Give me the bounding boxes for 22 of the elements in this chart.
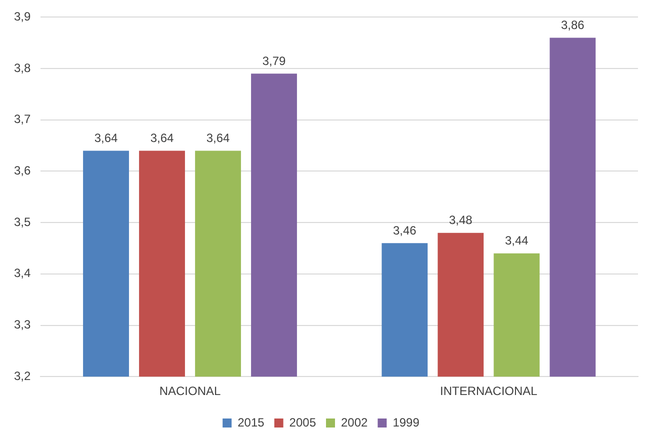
- y-tick-label: 3,2: [14, 368, 31, 383]
- data-label: 3,44: [504, 234, 529, 248]
- data-label: 3,64: [150, 131, 174, 146]
- y-tick-label: 3,5: [14, 214, 31, 229]
- y-tick-label: 3,4: [14, 266, 31, 280]
- data-label: 3,64: [206, 131, 230, 146]
- y-tick-label: 3,3: [14, 318, 31, 332]
- data-label: 3,48: [448, 213, 473, 228]
- legend-label: 2002: [341, 415, 368, 430]
- legend-label: 2015: [238, 415, 265, 430]
- legend-label: 2005: [289, 415, 316, 430]
- data-label: 3,46: [392, 223, 417, 238]
- data-label: 3,79: [262, 54, 286, 68]
- y-tick-label: 3,9: [14, 10, 31, 24]
- y-tick-label: 3,6: [14, 164, 31, 178]
- x-tick-label: INTERNACIONAL: [440, 384, 538, 398]
- data-label: 3,64: [94, 131, 118, 146]
- data-label: 3,86: [560, 18, 585, 32]
- y-tick-label: 3,7: [14, 112, 31, 126]
- legend-label: 1999: [392, 415, 420, 430]
- x-tick-label: NACIONAL: [159, 384, 222, 398]
- y-tick-label: 3,8: [14, 60, 31, 75]
